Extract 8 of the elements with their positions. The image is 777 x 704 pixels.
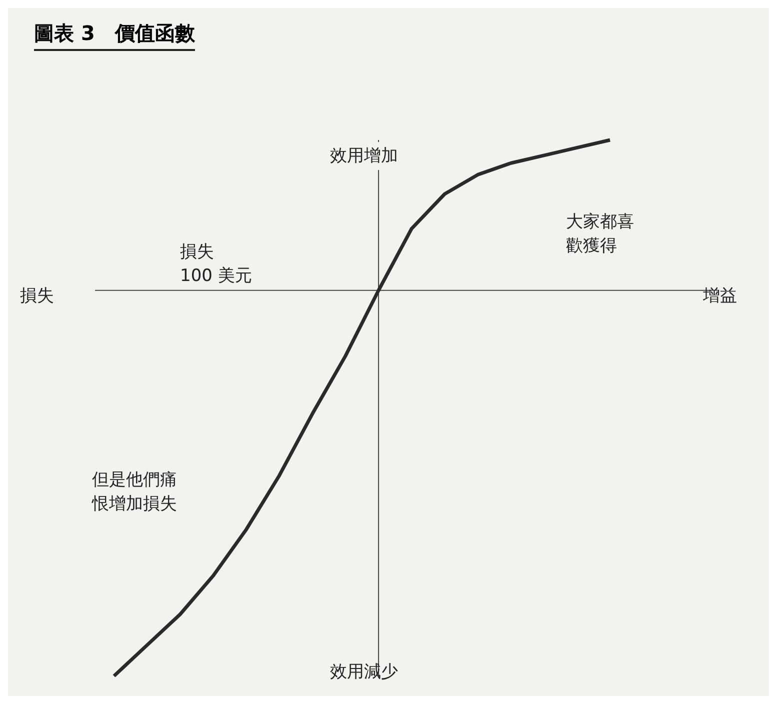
text: 損失 [20,285,54,308]
annotation: 但是他們痛恨增加損失 [92,469,178,516]
y-axis-title: 效用增加 [330,144,398,168]
annotation: 損失 100 美元 [180,241,252,288]
chart-title: 圖表 3 價值函數 [34,20,195,51]
annotation: 大家都喜歡獲得 [566,211,635,258]
x-axis-title: 增益 [703,285,737,308]
annotation: 效用減少 [330,661,398,684]
